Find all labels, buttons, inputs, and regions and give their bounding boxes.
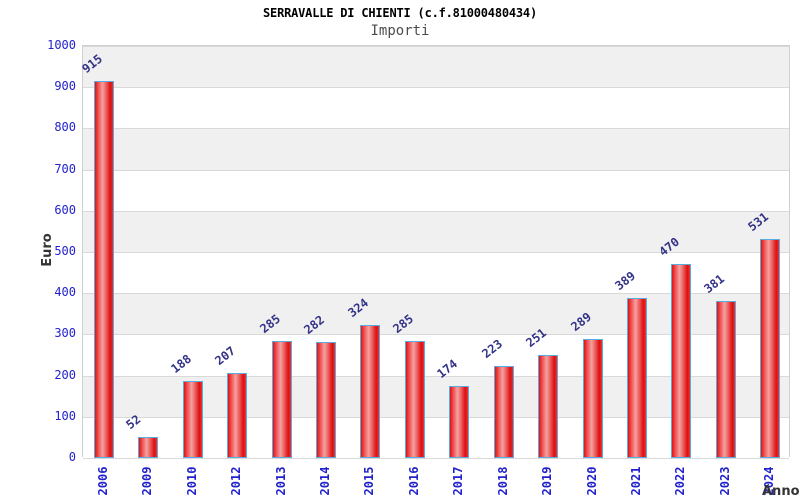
gridline — [83, 293, 789, 295]
grid-band — [83, 46, 789, 88]
grid-band — [83, 210, 789, 252]
y-tick-label: 600 — [54, 202, 76, 217]
grid-band — [83, 87, 789, 129]
y-tick-label: 1000 — [47, 38, 76, 52]
x-tick-label: 2015 — [362, 466, 377, 496]
x-tick-label: 2019 — [540, 466, 555, 496]
plot-area — [82, 45, 790, 459]
x-tick-label: 2010 — [184, 466, 199, 496]
bar — [626, 297, 647, 458]
bar — [271, 340, 292, 458]
bar — [582, 338, 603, 458]
chart-title: SERRAVALLE DI CHIENTI (c.f.81000480434) — [263, 6, 537, 20]
x-tick-label: 2022 — [673, 466, 688, 496]
bar — [538, 354, 559, 458]
y-tick-label: 900 — [54, 79, 76, 94]
x-tick-label: 2023 — [717, 466, 732, 496]
grid-band — [83, 169, 789, 211]
x-tick-label: 2020 — [584, 466, 599, 496]
y-tick-label: 500 — [54, 244, 76, 258]
bar — [671, 264, 692, 458]
gridline — [83, 334, 789, 336]
bar — [493, 366, 514, 458]
x-tick-label: 2012 — [229, 466, 244, 496]
gridline — [83, 128, 789, 130]
bar — [715, 301, 736, 458]
x-tick-label: 2021 — [628, 466, 643, 496]
y-tick-label: 800 — [54, 120, 76, 135]
gridline — [83, 458, 789, 459]
bar — [94, 81, 114, 458]
x-tick-label: 2017 — [451, 466, 466, 496]
x-tick-label: 2009 — [140, 466, 155, 496]
gridline — [83, 87, 789, 89]
gridline — [83, 169, 789, 171]
bar — [449, 386, 470, 458]
y-tick-label: 100 — [54, 408, 76, 423]
bar — [138, 436, 159, 458]
bar — [760, 239, 781, 458]
bar — [360, 324, 381, 458]
x-tick-label: 2018 — [495, 466, 510, 496]
gridline — [83, 375, 789, 377]
bar — [182, 380, 203, 458]
bar — [316, 341, 337, 458]
y-tick-label: 400 — [54, 285, 76, 300]
gridline — [83, 252, 789, 253]
x-tick-label: 2014 — [318, 466, 333, 496]
grid-band — [83, 128, 789, 170]
x-axis-title: Anno — [762, 484, 800, 499]
y-tick-label: 700 — [54, 161, 76, 176]
x-tick-label: 2016 — [406, 466, 421, 496]
y-tick-label: 200 — [54, 367, 76, 382]
y-tick-label: 0 — [68, 450, 76, 464]
gridline — [83, 416, 789, 418]
chart-subtitle: Importi — [370, 23, 430, 39]
x-tick-label: 2006 — [96, 466, 110, 496]
bar — [227, 372, 248, 458]
gridline — [83, 210, 789, 212]
bar — [404, 340, 425, 458]
x-tick-label: 2013 — [273, 466, 288, 496]
y-tick-label: 300 — [54, 326, 76, 341]
gridline — [83, 46, 789, 47]
